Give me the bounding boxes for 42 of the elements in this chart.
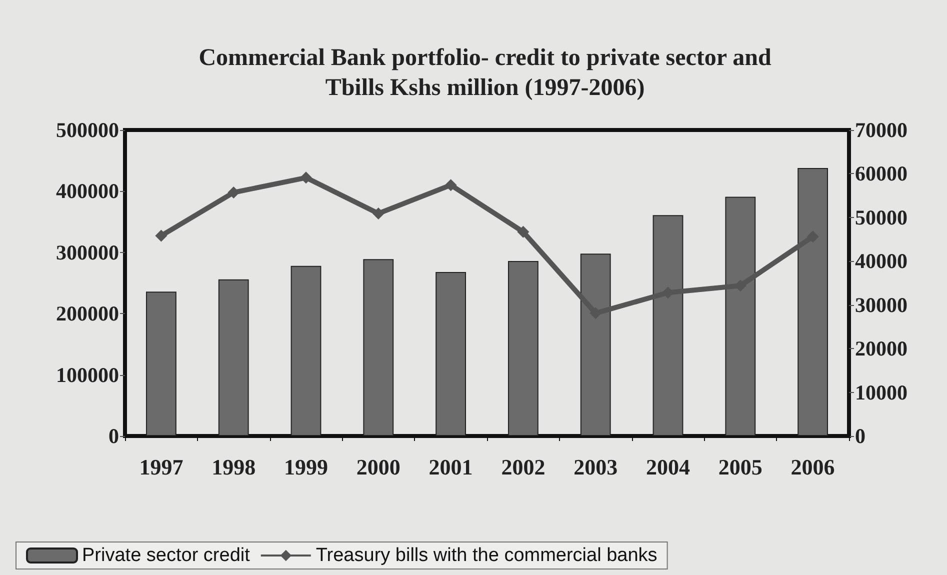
bar — [508, 260, 538, 436]
y-tick-label: 400000 — [56, 179, 119, 204]
bar — [146, 292, 176, 436]
x-tick-label: 2001 — [428, 454, 473, 480]
chart-title: Commercial Bank portfolio- credit to private sector and Tbills Kshs million (1997-2006) — [198, 45, 772, 101]
x-tick-label: 2004 — [646, 454, 690, 480]
y-tick-label: 100000 — [56, 362, 119, 387]
x-tick-label: 1997 — [139, 454, 184, 480]
bar — [580, 254, 611, 436]
bar — [652, 215, 684, 436]
legend-label: Treasury bills with the commercial banks — [316, 545, 658, 566]
point — [372, 207, 384, 220]
y2-tick-label: 60000 — [855, 162, 908, 186]
y2-tick-label: 20000 — [855, 336, 908, 361]
x-tick-label: 2000 — [356, 454, 400, 480]
x-tick-label: 1998 — [212, 454, 256, 480]
legend-label: Private sector credit — [82, 545, 251, 566]
point — [300, 172, 312, 184]
bar — [363, 259, 394, 436]
y-tick-label: 200000 — [56, 302, 119, 326]
y-tick-label: 500000 — [56, 118, 119, 142]
bar — [218, 279, 249, 436]
x-tick-label: 2006 — [790, 454, 835, 480]
bar — [725, 196, 756, 436]
x-tick-label: 2002 — [501, 454, 546, 480]
y2-tick-label: 70000 — [855, 118, 908, 142]
x-tick-label: 1999 — [284, 454, 328, 480]
y2-tick-label: 10000 — [855, 380, 908, 404]
y-tick-label: 0 — [108, 424, 119, 448]
bar — [290, 266, 322, 436]
y2-tick-label: 0 — [855, 424, 866, 448]
y-tick-label: 300000 — [56, 240, 119, 264]
y2-tick-label: 30000 — [855, 292, 908, 317]
point — [517, 226, 530, 238]
bar — [436, 272, 466, 436]
y2-tick-label: 50000 — [855, 205, 908, 230]
x-tick-label: 2005 — [718, 454, 762, 480]
y2-tick-label: 40000 — [855, 249, 908, 274]
point — [155, 230, 168, 242]
x-tick-label: 2003 — [574, 454, 618, 480]
bar — [798, 168, 828, 436]
point — [444, 179, 457, 192]
